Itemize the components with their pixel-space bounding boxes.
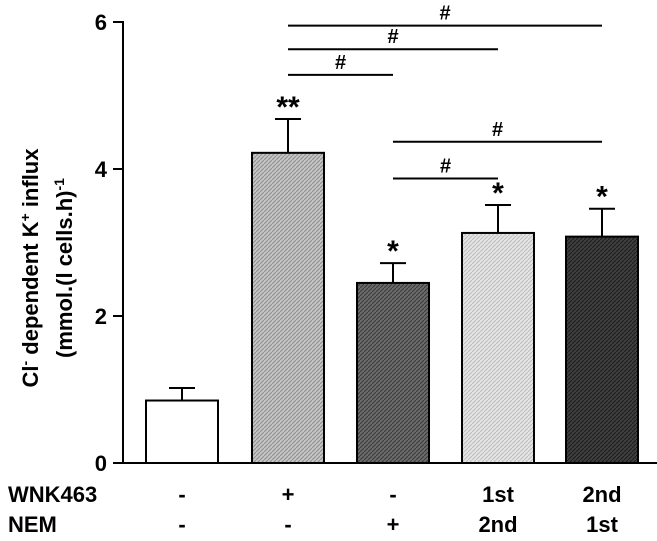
condition-row-label: NEM xyxy=(8,512,57,537)
bar xyxy=(461,231,535,464)
bar xyxy=(145,399,219,464)
condition-value: 2nd xyxy=(582,482,621,507)
significance-hash: # xyxy=(492,119,503,141)
condition-row-label: WNK463 xyxy=(8,482,97,507)
condition-value: 1st xyxy=(482,482,514,507)
condition-value: - xyxy=(178,512,185,537)
condition-value: + xyxy=(282,482,295,507)
significance-hash: # xyxy=(335,52,346,74)
bar xyxy=(251,151,325,465)
y-tick-label: 6 xyxy=(95,10,107,35)
bar xyxy=(565,235,639,464)
y-ticks: 0 2 4 6 xyxy=(95,10,123,476)
significance-brackets: # # # # # xyxy=(288,3,602,180)
y-tick-label: 2 xyxy=(95,304,107,329)
bars: **** * xyxy=(145,91,639,465)
y-tick-label: 0 xyxy=(95,451,107,476)
significance-star: * xyxy=(596,181,608,214)
significance-hash: # xyxy=(439,3,450,25)
significance-star: * xyxy=(387,235,399,268)
y-axis-label: Cl- dependent K+ influx (mmol.(l cells.h… xyxy=(17,148,77,388)
condition-value: - xyxy=(284,512,291,537)
significance-hash: # xyxy=(387,26,398,48)
condition-value: - xyxy=(178,482,185,507)
y-axis-label-line1: Cl- dependent K+ influx xyxy=(17,148,43,388)
y-axis-label-line2: (mmol.(l cells.h)-1 xyxy=(51,178,77,358)
significance-hash: # xyxy=(440,156,451,178)
condition-value: - xyxy=(389,482,396,507)
condition-value: + xyxy=(387,512,400,537)
condition-table: WNK463 - + - 1st 2nd NEM - - +2nd 1st xyxy=(8,482,622,537)
bar xyxy=(356,281,430,464)
y-tick-label: 4 xyxy=(95,157,108,182)
significance-star: * xyxy=(492,177,504,210)
significance-star: ** xyxy=(276,91,300,124)
condition-value: 1st xyxy=(586,512,618,537)
condition-value: 2nd xyxy=(478,512,517,537)
